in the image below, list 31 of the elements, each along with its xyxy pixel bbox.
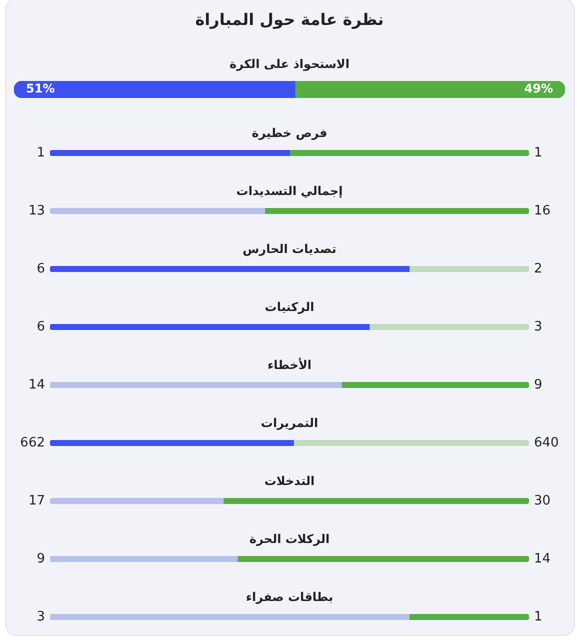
data-label: 51% bbox=[26, 82, 55, 96]
y-tick-label: الركنيات bbox=[264, 299, 314, 316]
data-label: 14 bbox=[28, 377, 45, 392]
data-label: 30 bbox=[534, 493, 551, 508]
data-label: 16 bbox=[534, 203, 551, 218]
data-label: 1 bbox=[36, 145, 45, 160]
data-label: 2 bbox=[534, 261, 542, 276]
y-tick-label: الأخطاء bbox=[267, 356, 312, 374]
y-tick-label: الركلات الحرة bbox=[249, 531, 330, 548]
y-tick-label: بطاقات صفراء bbox=[246, 589, 334, 606]
data-label: 13 bbox=[28, 203, 45, 218]
y-tick-label: إجمالي التسديدات bbox=[236, 183, 343, 200]
data-label: 9 bbox=[534, 377, 542, 392]
data-label: 49% bbox=[524, 82, 553, 96]
y-tick-label: فرص خطيرة bbox=[252, 125, 328, 142]
data-label: 3 bbox=[534, 319, 542, 334]
data-label: 9 bbox=[36, 551, 45, 566]
data-label: 640 bbox=[534, 435, 559, 450]
data-label: 6 bbox=[36, 319, 45, 334]
y-tick-label: تصديات الحارس bbox=[242, 241, 336, 258]
chart-title: نظرة عامة حول المباراة bbox=[195, 9, 384, 31]
data-label: 14 bbox=[534, 551, 551, 566]
y-tick-label: التمريرات bbox=[260, 415, 318, 432]
data-label: 1 bbox=[534, 145, 542, 160]
data-label: 3 bbox=[36, 609, 45, 624]
data-label: 6 bbox=[36, 261, 45, 276]
data-label: 662 bbox=[20, 435, 45, 450]
y-tick-label: التدخلات bbox=[264, 473, 315, 490]
y-tick-label: الاستحواذ على الكرة bbox=[230, 56, 350, 72]
data-label: 1 bbox=[534, 609, 542, 624]
data-label: 17 bbox=[28, 493, 45, 508]
